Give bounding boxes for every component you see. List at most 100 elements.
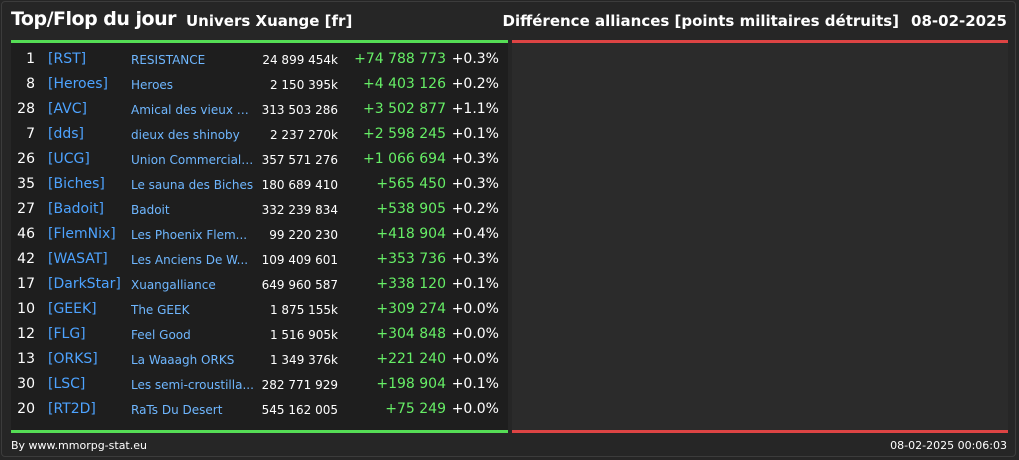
- percent: +0.0%: [451, 351, 499, 367]
- percent: +0.1%: [451, 276, 499, 292]
- percent: +0.1%: [451, 376, 499, 392]
- rank: 12: [17, 326, 35, 342]
- table-row: 42 [WASAT] Les Anciens De W... 109 409 601 +…: [11, 247, 508, 272]
- percent: +0.0%: [451, 301, 499, 317]
- alliance-tag-link[interactable]: [DarkStar]: [48, 276, 121, 292]
- difference: +304 848: [376, 326, 446, 342]
- rank: 26: [17, 151, 35, 167]
- rank: 28: [17, 101, 35, 117]
- rank: 8: [26, 76, 35, 92]
- alliance-tag-link[interactable]: [RT2D]: [48, 401, 96, 417]
- points: 2 237 270k: [269, 128, 338, 142]
- alliance-name-link[interactable]: The GEEK: [131, 303, 190, 317]
- alliance-tag-link[interactable]: [dds]: [48, 126, 84, 142]
- rank: 42: [17, 251, 35, 267]
- points: 545 162 005: [261, 403, 338, 417]
- universe-label: Univers Xuange [fr]: [186, 12, 353, 30]
- alliance-name-link[interactable]: Le sauna des Biches: [131, 178, 254, 192]
- rank: 30: [17, 376, 35, 392]
- alliance-tag-link[interactable]: [Badoit]: [48, 201, 104, 217]
- alliance-name-link[interactable]: Badoit: [131, 203, 170, 217]
- percent: +1.1%: [451, 101, 499, 117]
- points: 282 771 929: [261, 378, 338, 392]
- points: 1 349 376k: [269, 353, 338, 367]
- table-row: 27 [Badoit] Badoit 332 239 834 +538 905 +0.2%: [11, 197, 508, 222]
- rank: 10: [17, 301, 35, 317]
- points: 180 689 410: [261, 178, 338, 192]
- difference: +538 905: [376, 201, 446, 217]
- difference: +1 066 694: [363, 151, 446, 167]
- footer-credit-link[interactable]: By www.mmorpg-stat.eu: [11, 439, 147, 452]
- alliance-tag-link[interactable]: [RST]: [48, 51, 87, 67]
- points: 1 875 155k: [269, 303, 338, 317]
- alliance-tag-link[interactable]: [Heroes]: [48, 76, 108, 92]
- alliance-name-link[interactable]: Les Anciens De W...: [131, 253, 249, 267]
- alliance-tag-link[interactable]: [AVC]: [48, 101, 87, 117]
- table-row: 12 [FLG] Feel Good 1 516 905k +304 848 +0.0%: [11, 322, 508, 347]
- rank: 7: [26, 126, 35, 142]
- difference: +565 450: [376, 176, 446, 192]
- table-row: 7 [dds] dieux des shinoby 2 237 270k +2 598 …: [11, 122, 508, 147]
- table-row: 1 [RST] RESISTANCE 24 899 454k +74 788 773 +0…: [11, 47, 508, 72]
- table-row: 8 [Heroes] Heroes 2 150 395k +4 403 126 +0.2%: [11, 72, 508, 97]
- difference: +418 904: [376, 226, 446, 242]
- alliance-tag-link[interactable]: [FlemNix]: [48, 226, 116, 242]
- table-row: 35 [Biches] Le sauna des Biches 180 689 410…: [11, 172, 508, 197]
- points: 99 220 230: [269, 228, 338, 242]
- alliance-tag-link[interactable]: [UCG]: [48, 151, 90, 167]
- alliance-name-link[interactable]: La Waaagh ORKS: [131, 353, 235, 367]
- difference: +74 788 773: [354, 51, 446, 67]
- rank: 35: [17, 176, 35, 192]
- report-date: 08-02-2025: [911, 12, 1007, 30]
- alliance-name-link[interactable]: Amical des vieux con: [131, 103, 255, 117]
- alliance-name-link[interactable]: Heroes: [131, 78, 174, 92]
- alliance-name-link[interactable]: dieux des shinoby: [131, 128, 240, 142]
- difference: +75 249: [385, 401, 446, 417]
- alliance-name-link[interactable]: Xuangalliance: [131, 278, 216, 292]
- ranking-title: Différence alliances [points militaires …: [502, 12, 900, 30]
- alliance-tag-link[interactable]: [ORKS]: [48, 351, 98, 367]
- difference: +338 120: [376, 276, 446, 292]
- points: 313 503 286: [261, 103, 338, 117]
- alliance-tag-link[interactable]: [WASAT]: [48, 251, 108, 267]
- percent: +0.3%: [451, 151, 499, 167]
- rank: 46: [17, 226, 35, 242]
- rank: 1: [26, 51, 35, 67]
- difference: +3 502 877: [363, 101, 446, 117]
- difference: +4 403 126: [363, 76, 446, 92]
- table-row: 46 [FlemNix] Les Phoenix Flem... 99 220 230…: [11, 222, 508, 247]
- alliance-tag-link[interactable]: [FLG]: [48, 326, 86, 342]
- flop-panel: [512, 43, 1008, 430]
- percent: +0.0%: [451, 326, 499, 342]
- page-title: Top/Flop du jour: [11, 8, 177, 30]
- alliance-name-link[interactable]: Les Phoenix Flem...: [131, 228, 248, 242]
- top-panel: 1 [RST] RESISTANCE 24 899 454k +74 788 773 +0…: [11, 43, 508, 430]
- alliance-name-link[interactable]: Union Commerciale...: [131, 153, 255, 167]
- alliance-name-link[interactable]: RESISTANCE: [131, 53, 206, 67]
- points: 1 516 905k: [269, 328, 338, 342]
- top-panel-accent-bar: [11, 40, 508, 43]
- rank: 20: [17, 401, 35, 417]
- alliance-tag-link[interactable]: [LSC]: [48, 376, 86, 392]
- points: 109 409 601: [261, 253, 338, 267]
- rank: 13: [17, 351, 35, 367]
- rank: 27: [17, 201, 35, 217]
- alliance-tag-link[interactable]: [GEEK]: [48, 301, 97, 317]
- header: Top/Flop du jour Univers Xuange [fr] Dif…: [0, 0, 1019, 40]
- alliance-name-link[interactable]: Les semi-croustilla...: [131, 378, 254, 392]
- percent: +0.3%: [451, 51, 499, 67]
- difference: +309 274: [376, 301, 446, 317]
- points: 24 899 454k: [262, 53, 338, 67]
- difference: +2 598 245: [363, 126, 446, 142]
- alliance-name-link[interactable]: Feel Good: [131, 328, 191, 342]
- table-row: 17 [DarkStar] Xuangalliance 649 960 587 +338…: [11, 272, 508, 297]
- alliance-name-link[interactable]: RaTs Du Desert: [131, 403, 223, 417]
- percent: +0.3%: [451, 251, 499, 267]
- percent: +0.2%: [451, 201, 499, 217]
- points: 357 571 276: [261, 153, 338, 167]
- points: 332 239 834: [261, 203, 338, 217]
- percent: +0.1%: [451, 126, 499, 142]
- difference: +353 736: [376, 251, 446, 267]
- alliance-tag-link[interactable]: [Biches]: [48, 176, 105, 192]
